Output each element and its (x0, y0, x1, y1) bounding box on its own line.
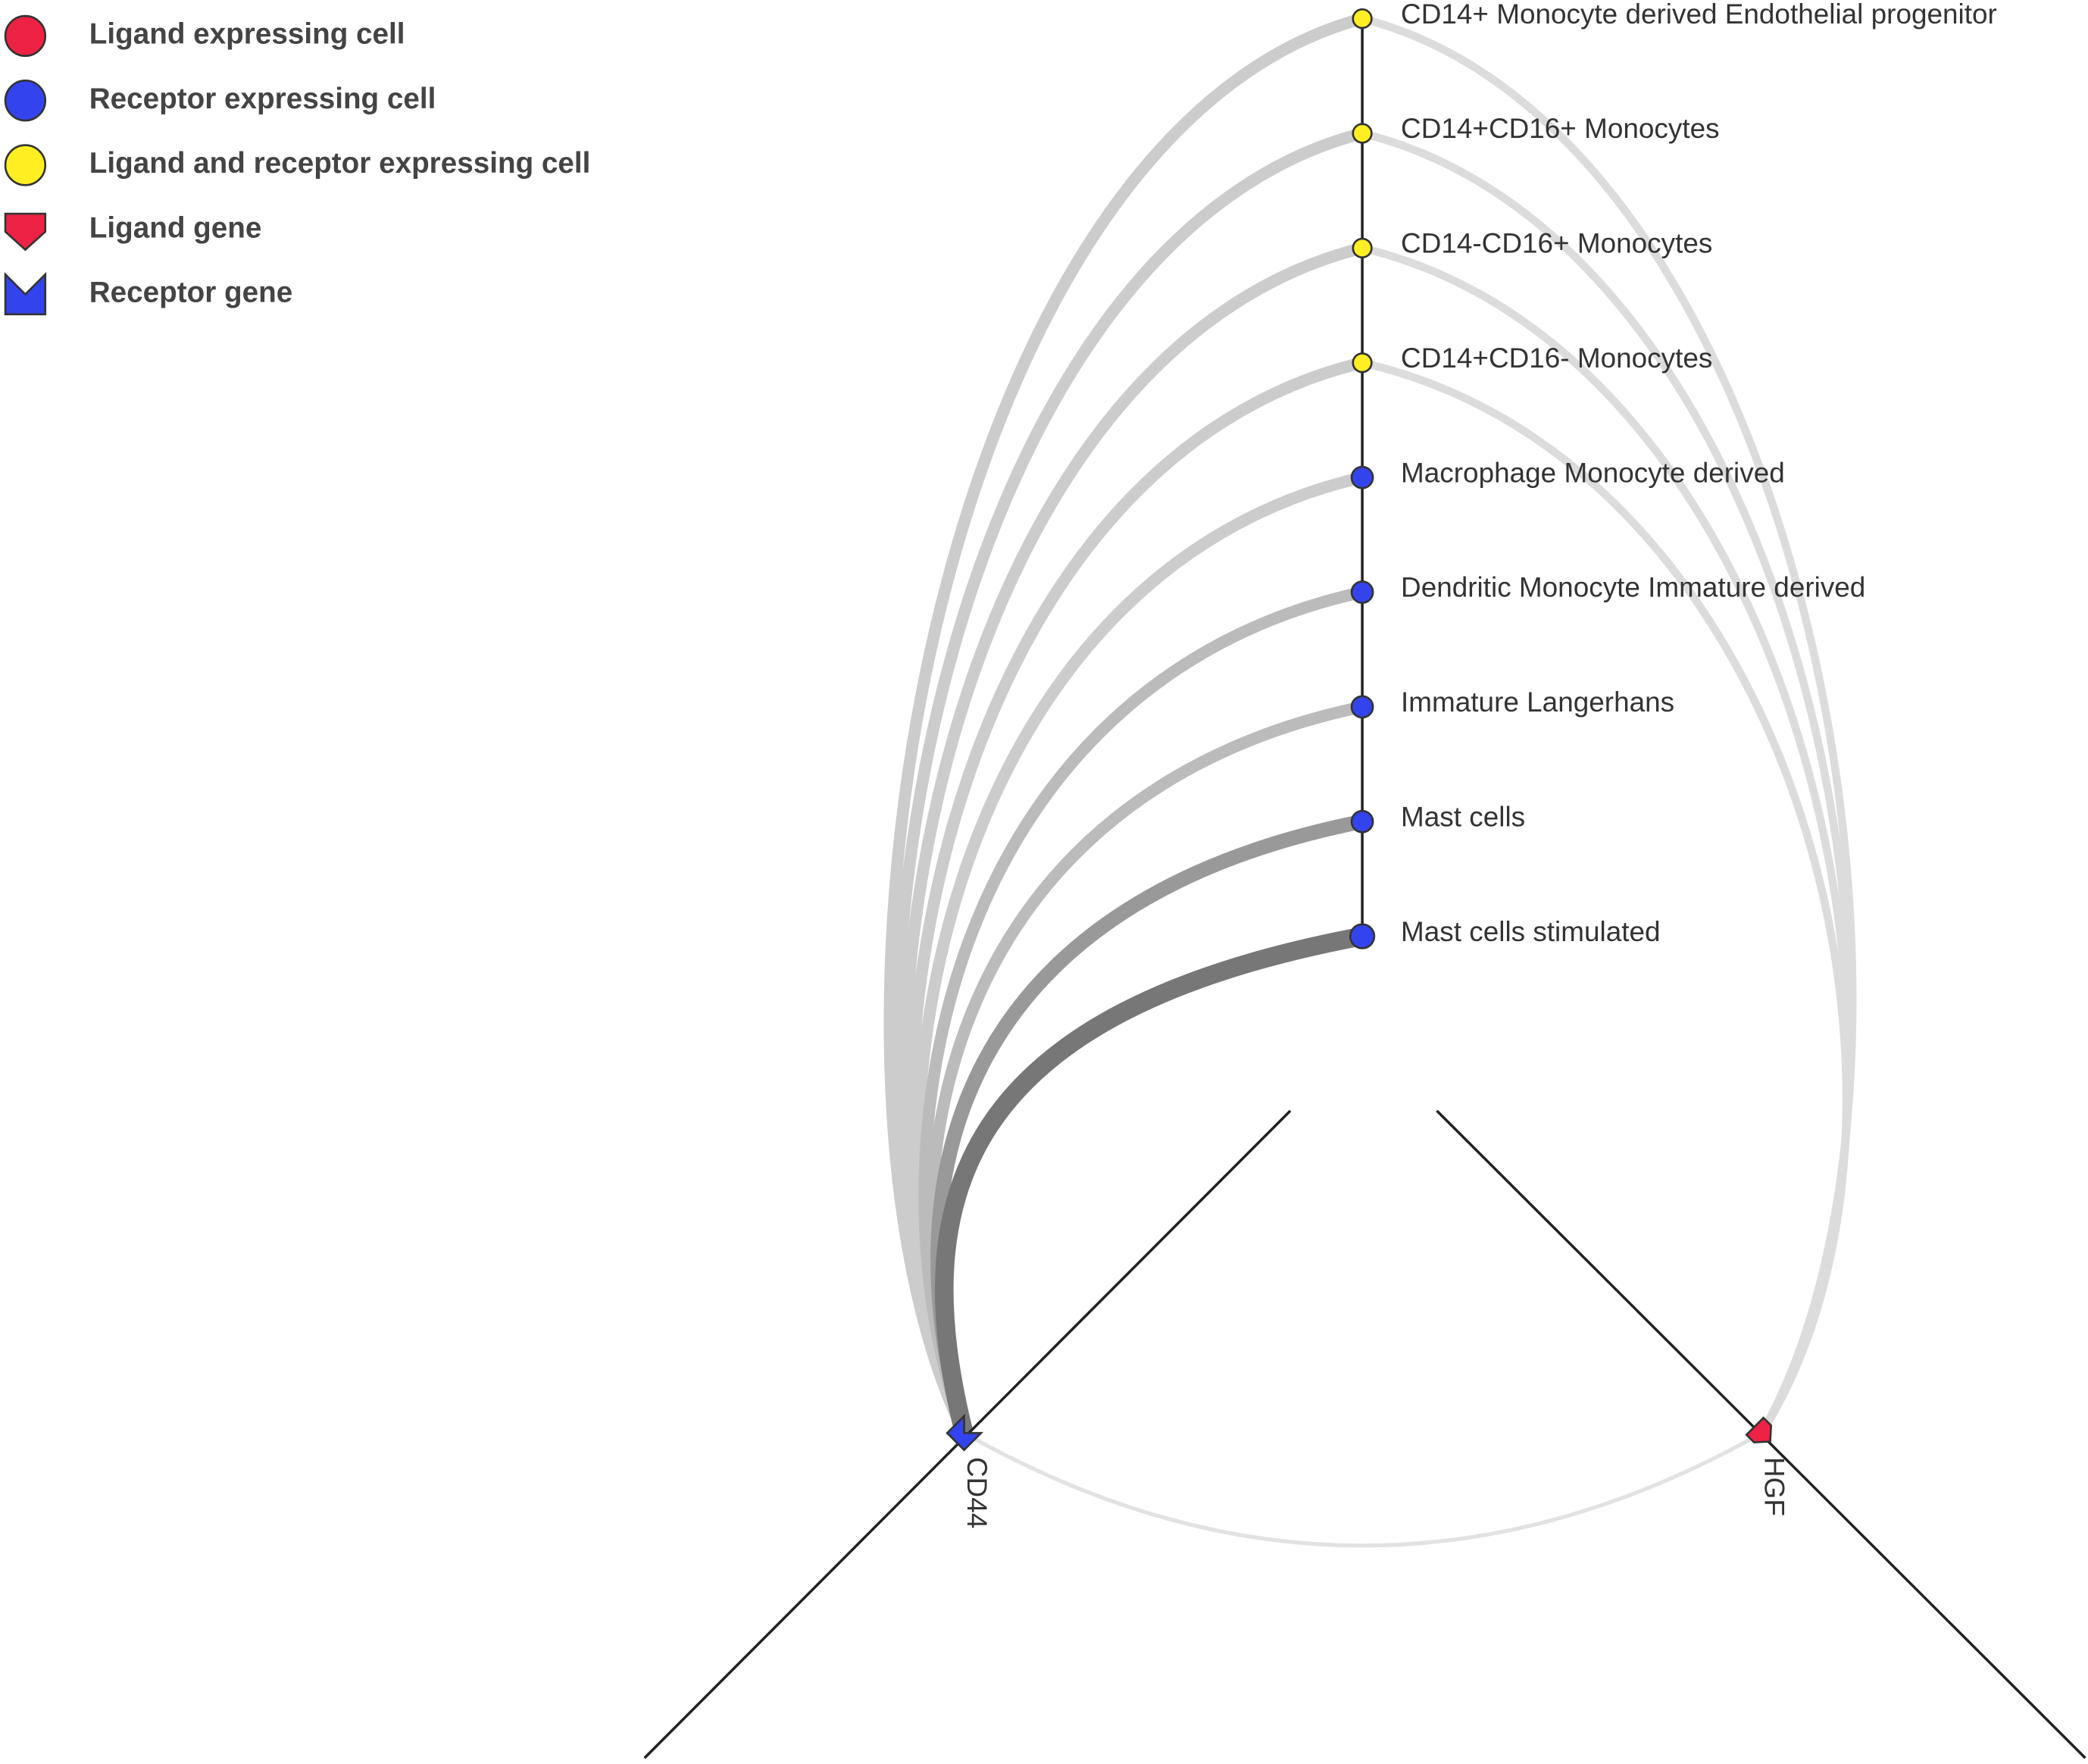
edge (925, 701, 1364, 1435)
cell-icon (1350, 695, 1374, 719)
cell-label: Macrophage Monocyte derived (1401, 457, 1785, 488)
cell-label: CD14+CD16- Monocytes (1401, 342, 1712, 374)
legend: Ligand expressing cell Receptor expressin… (4, 14, 591, 316)
cell-icon (1352, 123, 1373, 144)
cell-icon (1352, 237, 1373, 258)
cell-label: Dendritic Monocyte Immature derived (1401, 572, 1865, 603)
legend-label: Ligand expressing cell (89, 18, 405, 51)
edge (934, 927, 1364, 1436)
legend-label: Ligand and receptor expressing cell (89, 147, 591, 180)
cell-label: CD14+CD16+ Monocytes (1401, 113, 1720, 144)
legend-label: Ligand gene (89, 211, 262, 244)
cell-label: Immature Langerhans (1401, 687, 1674, 718)
cell-icon (1350, 809, 1374, 834)
edges (883, 12, 1857, 1548)
cell-label: Mast cells (1401, 801, 1525, 832)
edge (930, 814, 1364, 1435)
ligand-gene-icon (4, 212, 47, 252)
legend-label: Receptor expressing cell (89, 83, 436, 115)
gene-node (1745, 1416, 1773, 1443)
legend-label: Receptor gene (89, 277, 293, 309)
cell-icon (1350, 465, 1374, 489)
cell-icon (1350, 580, 1374, 604)
cell-icon (1352, 352, 1373, 374)
cell-icon (1352, 8, 1373, 30)
edge (1361, 358, 1851, 1436)
cell-icon (4, 14, 47, 58)
ligand-gene-icon (1745, 1416, 1773, 1443)
edge (1361, 129, 1855, 1435)
receptor-gene-icon (946, 1413, 984, 1452)
cell-label: CD14+ Monocyte derived Endothelial proge… (1401, 0, 1997, 30)
gene-node (946, 1413, 984, 1452)
cell-icon (4, 80, 47, 122)
cell-icon (4, 144, 47, 186)
edge (963, 1431, 1763, 1548)
edge (1361, 244, 1852, 1435)
cell-label: Mast cells stimulated (1401, 916, 1661, 947)
receptor-gene-icon (4, 271, 47, 316)
gene-label: HGF (1759, 1457, 1790, 1516)
cell-label: CD14-CD16+ Monocytes (1401, 228, 1712, 259)
gene-label: CD44 (961, 1457, 992, 1528)
nodes: CD14+ Monocyte derived Endothelial proge… (946, 0, 1997, 1528)
cell-icon (1349, 923, 1376, 949)
